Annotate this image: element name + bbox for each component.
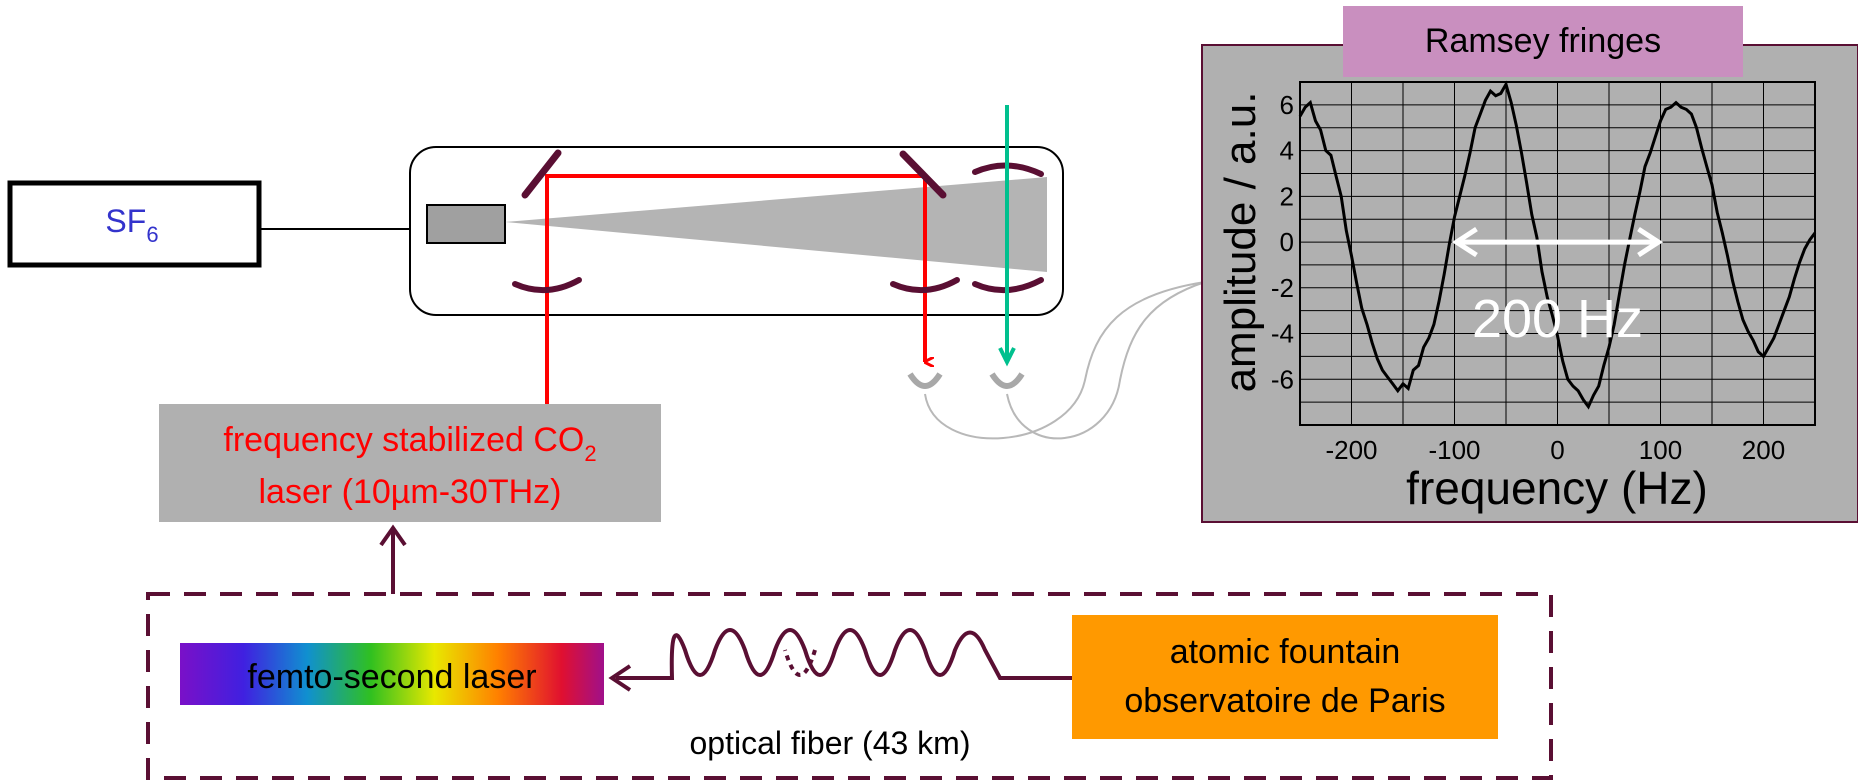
femto-laser-label: femto-second laser <box>247 658 536 696</box>
fiber-label: optical fiber (43 km) <box>690 725 971 761</box>
chart-ticks: -200 -100 0 100 200 -6 -4 -2 0 2 4 6 <box>1271 90 1785 465</box>
co2-laser-line2: laser (10µm-30THz) <box>259 473 562 511</box>
y-tick-label: 2 <box>1280 181 1294 211</box>
probe-beam <box>998 105 1016 367</box>
x-tick-label: -100 <box>1428 435 1480 465</box>
y-tick-label: -4 <box>1271 319 1294 349</box>
sf6-label: SF6 <box>105 203 158 247</box>
molecular-beam <box>505 177 1047 272</box>
y-tick-label: 4 <box>1280 136 1294 166</box>
optical-fiber <box>608 628 1072 692</box>
curved-mirror-2 <box>890 277 960 294</box>
frequency-reference-group <box>146 592 1553 780</box>
annotation-arrowhead-right <box>1637 226 1664 258</box>
sf6-source: SF6 <box>7 180 262 268</box>
sf6-box <box>7 180 262 268</box>
plot-frame <box>1299 81 1816 426</box>
fiber-break <box>783 649 817 677</box>
fiber-arrowhead <box>608 664 632 692</box>
co2-laser: frequency stabilized CO2 laser (10µm-30T… <box>159 404 661 522</box>
annotation-label: 200 Hz <box>1472 289 1643 349</box>
femto-laser-box <box>180 643 604 705</box>
reference-to-laser-arrow <box>379 524 407 594</box>
atomic-fountain: atomic fountain observatoire de Paris <box>1072 615 1498 739</box>
x-tick-label: -200 <box>1325 435 1377 465</box>
x-tick-label: 100 <box>1639 435 1682 465</box>
co2-laser-line1: frequency stabilized CO2 <box>223 421 596 466</box>
x-axis-label: frequency (Hz) <box>1406 462 1708 514</box>
y-tick-label: 6 <box>1280 90 1294 120</box>
detectors <box>907 372 1025 389</box>
y-tick-label: -6 <box>1271 364 1294 394</box>
x-tick-label: 0 <box>1550 435 1564 465</box>
femto-second-laser: femto-second laser <box>180 643 604 705</box>
vacuum-chamber <box>409 146 1064 316</box>
signal-cables <box>924 281 1206 440</box>
fiber-coil <box>616 628 1072 680</box>
mirror-left <box>521 149 562 199</box>
fountain-line2: observatoire de Paris <box>1124 682 1445 720</box>
mirrors <box>521 149 947 199</box>
chart-panel <box>1201 44 1858 523</box>
mirror-right <box>899 150 947 199</box>
detector-1 <box>907 372 943 389</box>
y-axis-label: amplitude / a.u. <box>1216 92 1265 393</box>
fountain-line1: atomic fountain <box>1170 633 1401 671</box>
co2-laser-box <box>159 404 661 522</box>
ramsey-fringes-chart: Ramsey fringes -200 -100 0 100 200 -6 -4 -2 0 2 4 6… <box>1201 6 1858 523</box>
annotation-arrowhead-left <box>1451 226 1478 258</box>
chart-title: Ramsey fringes <box>1425 22 1661 60</box>
fountain-box <box>1072 615 1498 739</box>
detector-2 <box>989 372 1025 389</box>
chart-title-box <box>1343 6 1743 77</box>
fringe-curve <box>1298 80 1817 410</box>
x-tick-label: 200 <box>1742 435 1785 465</box>
y-tick-label: 0 <box>1280 227 1294 257</box>
nozzle <box>426 204 506 244</box>
fringe-period-annotation: 200 Hz <box>1451 226 1664 349</box>
curved-mirror-1 <box>512 277 582 294</box>
y-tick-label: -2 <box>1271 273 1294 303</box>
